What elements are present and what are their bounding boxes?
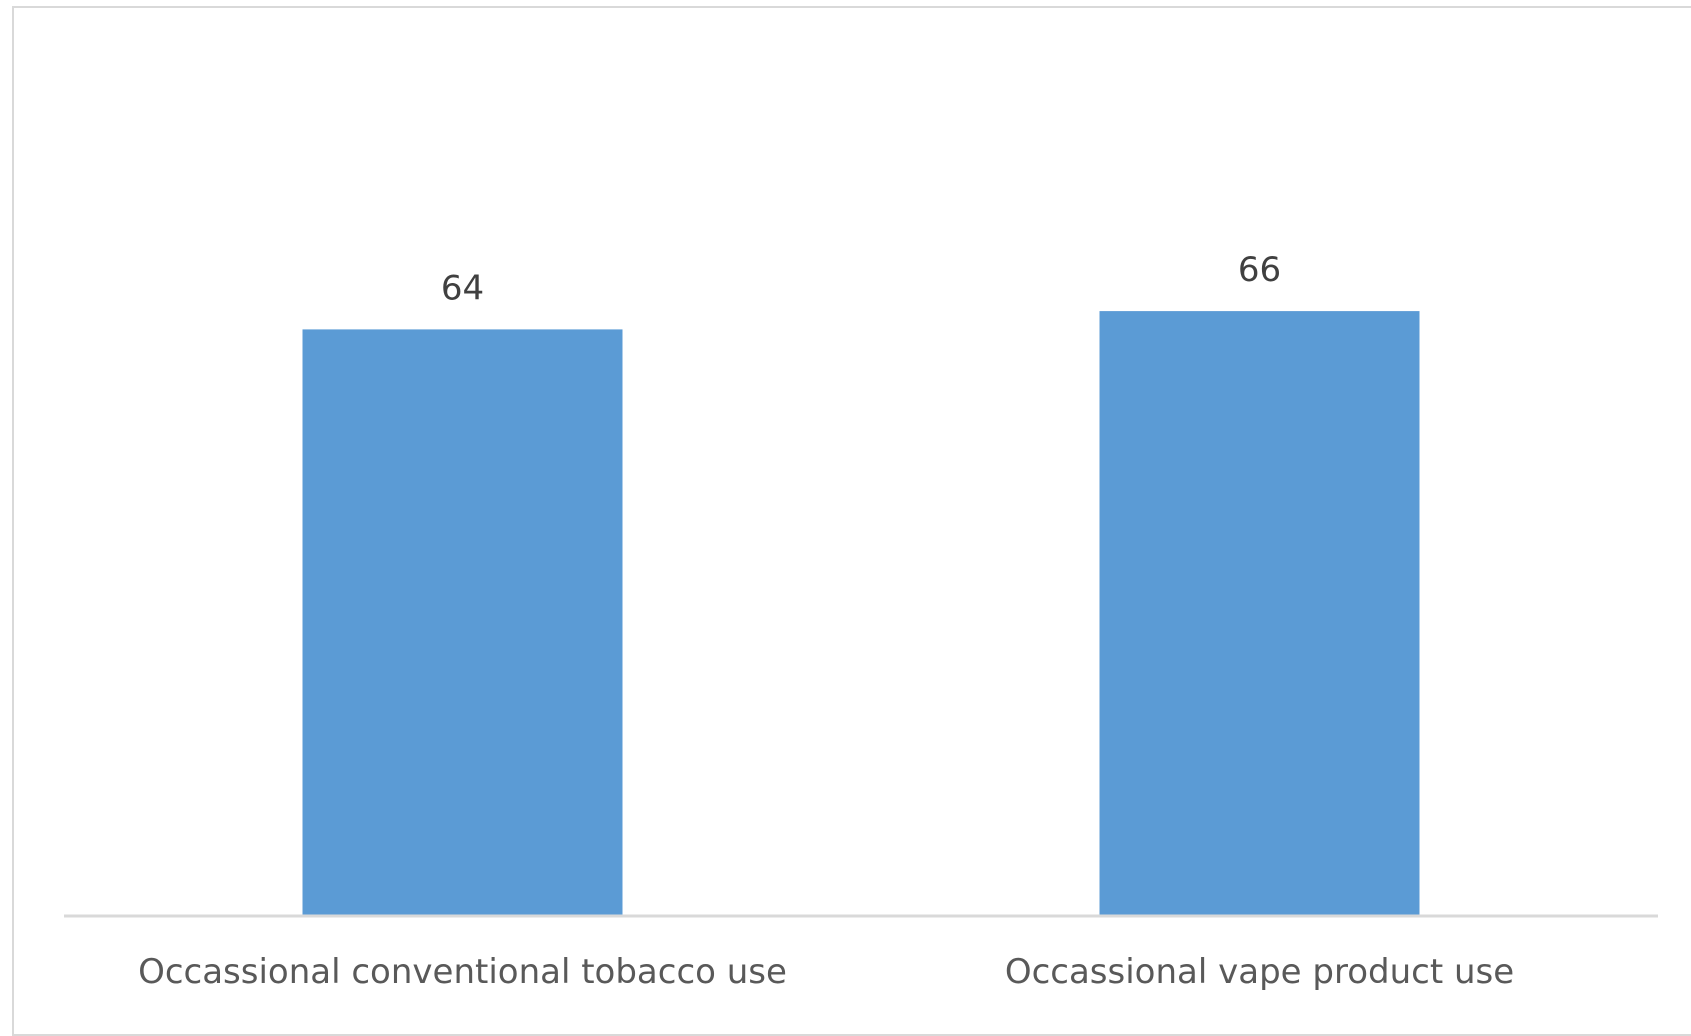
bars-layer — [302, 311, 1420, 916]
data-label-2: 66 — [1238, 250, 1281, 290]
category-label-1: Occassional conventional tobacco use — [138, 952, 787, 992]
bar-2 — [1099, 311, 1420, 916]
bar-1 — [302, 329, 623, 915]
labels-layer: 64 Occassional conventional tobacco use 66… — [138, 250, 1514, 992]
category-label-2: Occassional vape product use — [1005, 952, 1514, 992]
data-label-1: 64 — [441, 268, 484, 308]
